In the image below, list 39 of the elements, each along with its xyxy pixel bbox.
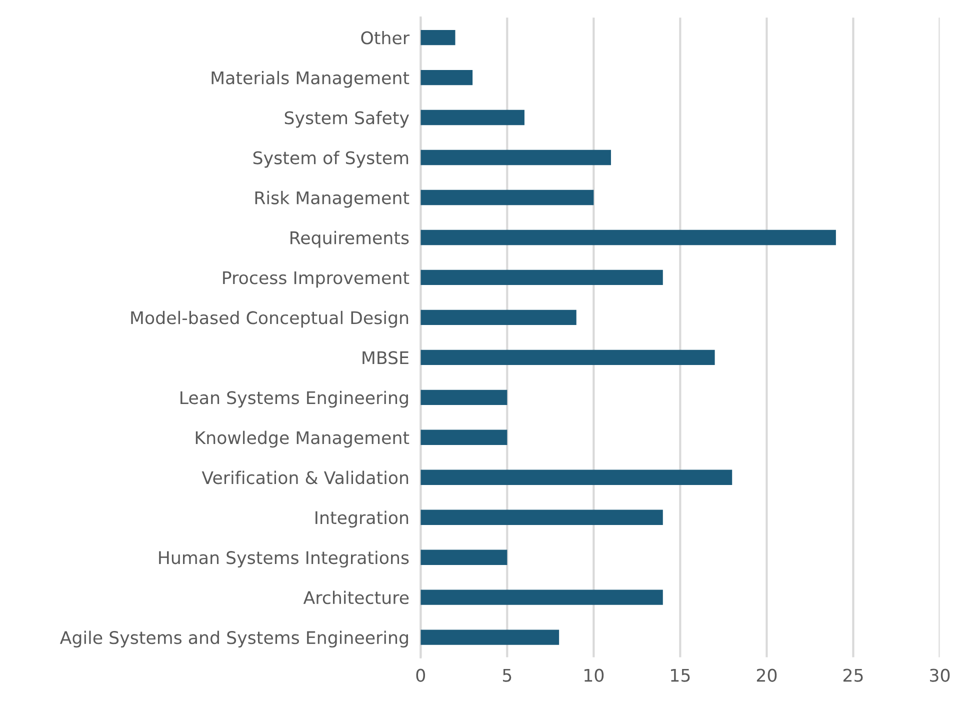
bar [420,470,732,485]
y-tick-label: Process Improvement [223,271,410,288]
x-tick-label: 15 [671,668,690,682]
y-tick-label: Materials Management [212,70,410,88]
y-tick-label: Lean Systems Engineering [180,390,408,408]
x-tick-label: 0 [416,668,426,682]
y-tick-label: Other [361,30,410,44]
bar [420,590,663,605]
y-tick-label: Model-based Conceptual Design [131,310,408,328]
bar [420,630,560,645]
bar [420,150,611,166]
bar [420,550,508,565]
y-tick-label: Knowledge Management [196,430,410,448]
y-tick-label: System of System [253,150,408,168]
x-tick-label: 20 [756,668,777,682]
y-tick-label: Agile Systems and Systems Engineering [60,630,408,648]
bar [420,430,508,445]
x-tick-label: 10 [584,668,604,682]
y-tick-label: Verification & Validation [202,470,408,484]
y-tick-label: Architecture [303,590,409,604]
bar [420,310,576,326]
bar [420,110,524,126]
bar [420,350,715,366]
y-tick-label: System Safety [284,110,410,128]
y-tick-label: Human Systems Integrations [159,550,409,568]
x-tick-label: 30 [930,668,950,682]
y-tick-label: MBSE [362,351,408,364]
bar [420,390,508,406]
y-tick-label: Integration [316,510,408,528]
bar [420,510,663,525]
bar [420,230,836,246]
bar [420,190,594,206]
bar [420,70,473,86]
bar [420,270,663,286]
x-tick-label: 25 [843,668,863,682]
y-tick-label: Risk Management [255,190,410,208]
bar [420,30,456,46]
y-tick-label: Requirements [290,230,409,248]
x-tick-label: 5 [502,668,512,682]
